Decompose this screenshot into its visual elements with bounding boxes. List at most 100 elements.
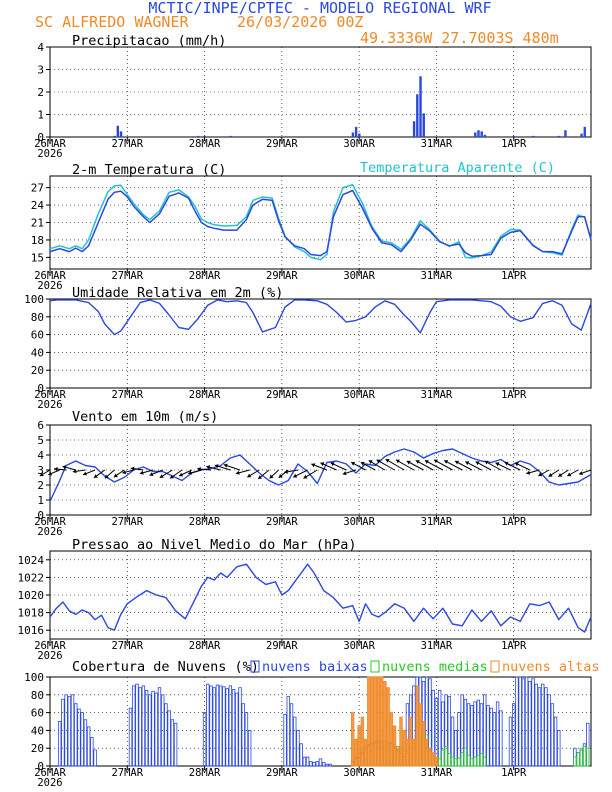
cloud-high-bar [363, 738, 368, 767]
wind-arrowhead [465, 461, 470, 466]
wind-speed-line [49, 448, 592, 502]
precip-bar [416, 94, 419, 137]
cloud-legend-high-swatch [490, 660, 500, 673]
cloud-low-bar [70, 694, 75, 767]
cloud-low-bar [515, 676, 519, 767]
cloud-high-bar [405, 738, 410, 767]
wind-arrowhead [214, 464, 219, 469]
cloud-ytick-label: 20 [31, 742, 44, 755]
wind-arrowhead [320, 462, 325, 467]
cloud-ytick-label: 100 [24, 671, 44, 684]
wind-arrowhead [567, 472, 572, 477]
cloud-xtick-label: 31MAR [421, 767, 453, 779]
wind-arrowhead [54, 467, 58, 472]
cloud-mid-bar [466, 754, 471, 767]
cloud-low-bar [135, 683, 139, 767]
cloud-high-bar [379, 676, 384, 767]
cloud-mid-bar [582, 746, 587, 767]
wind-arrowhead [475, 461, 480, 466]
precip-ytick-label: 3 [37, 64, 44, 77]
wind-arrowhead [433, 459, 438, 464]
header-station: SC ALFREDO WAGNER [35, 13, 189, 31]
header-run: 26/03/2026 00Z [237, 13, 363, 31]
precip-bar [480, 131, 483, 137]
cloud-low-bar [80, 712, 84, 767]
precip-xtick-label: 30MAR [343, 138, 375, 150]
wind-arrowhead [495, 462, 500, 467]
precip-bar [229, 135, 232, 137]
precip-xtick-label: 28MAR [189, 138, 221, 150]
cloud-low-bar [77, 708, 81, 767]
precip-bar [477, 130, 480, 137]
wind-arrowhead [284, 469, 288, 474]
cloud-mid-bar [479, 753, 484, 767]
wind-arrow [376, 459, 395, 471]
wind-arrowhead [376, 459, 381, 464]
cloud-low-bar [283, 713, 287, 767]
precip-bar [203, 135, 206, 137]
wind-arrowhead [360, 461, 365, 466]
cloud-low-bar [144, 689, 149, 767]
temp-ytick-label: 18 [31, 234, 44, 247]
cloud-legend-high: nuvens altas [502, 659, 600, 675]
precip-bar [422, 113, 425, 137]
cloud-low-bar [486, 705, 490, 767]
cloud-low-bar [325, 763, 329, 767]
pressure-xtick-label: 27MAR [111, 640, 143, 652]
humidity-xtick-label: 26MAR [34, 389, 66, 401]
cloud-low-bar [302, 756, 307, 767]
cloud-high-bar [383, 681, 387, 767]
precip-bar [113, 135, 116, 137]
cloud-low-bar [547, 694, 551, 767]
wind-arrowhead [113, 473, 118, 478]
cloud-low-bar [293, 716, 297, 767]
cloud-low-bar [57, 721, 62, 767]
wind-arrowhead [206, 465, 211, 470]
cloud-low-bar [74, 703, 78, 767]
wind-arrowhead [130, 466, 135, 471]
cloud-xtick-label: 29MAR [266, 767, 298, 779]
header: MCTIC/INPE/CPTEC - MODELO REGIONAL WRF S… [35, 0, 559, 47]
cloud-low-bar [67, 696, 72, 767]
cloud-low-bar [312, 762, 316, 767]
temp-xtick-label: 28MAR [189, 270, 221, 282]
temp-ytick-label: 15 [31, 251, 44, 264]
precip-bar [197, 135, 200, 137]
cloud-title: Cobertura de Nuvens (%) [72, 659, 259, 675]
pressure-xtick-label: 31MAR [421, 640, 453, 652]
humidity-xtick-label: 27MAR [111, 389, 143, 401]
precip-xtick-label: 26MAR [34, 138, 66, 150]
precip-xtick-label: 31MAR [421, 138, 453, 150]
cloud-low-bar [528, 681, 532, 767]
pressure-line [49, 563, 592, 633]
cloud-low-bar [238, 687, 242, 767]
wind-xtick-label: 28MAR [189, 516, 221, 528]
wind-arrowhead [424, 460, 429, 464]
wind-arrowhead [311, 463, 316, 468]
precip-bar [512, 135, 516, 137]
cloud-low-bar [508, 716, 513, 767]
wind-arrowhead [247, 473, 252, 478]
wind-arrowhead [444, 460, 449, 464]
cloud-low-bar [305, 756, 310, 767]
pressure-ytick-label: 1024 [18, 554, 45, 567]
cloud-low-bar [512, 703, 516, 767]
wind-arrowhead [395, 459, 400, 464]
cloud-low-bar [90, 737, 94, 767]
cloud-low-bar [86, 726, 91, 767]
cloud-xtick-label: 30MAR [343, 767, 375, 779]
temp-ytick-label: 24 [31, 199, 45, 212]
cloud-high-bar [392, 725, 397, 767]
cloud-low-bar [289, 703, 294, 767]
wind-arrowhead [39, 472, 44, 477]
precip-bar [483, 134, 487, 137]
cloud-high-bar [354, 738, 358, 767]
cloud-low-bar [437, 689, 442, 767]
panel-cloud: Cobertura de Nuvens (%) nuvens baixas nu… [24, 659, 599, 789]
wind-arrowhead [579, 471, 583, 476]
cloud-low-bar [141, 685, 146, 767]
wind-arrowhead [385, 459, 390, 463]
cloud-low-bar [93, 749, 97, 767]
cloud-low-bar [225, 688, 229, 767]
